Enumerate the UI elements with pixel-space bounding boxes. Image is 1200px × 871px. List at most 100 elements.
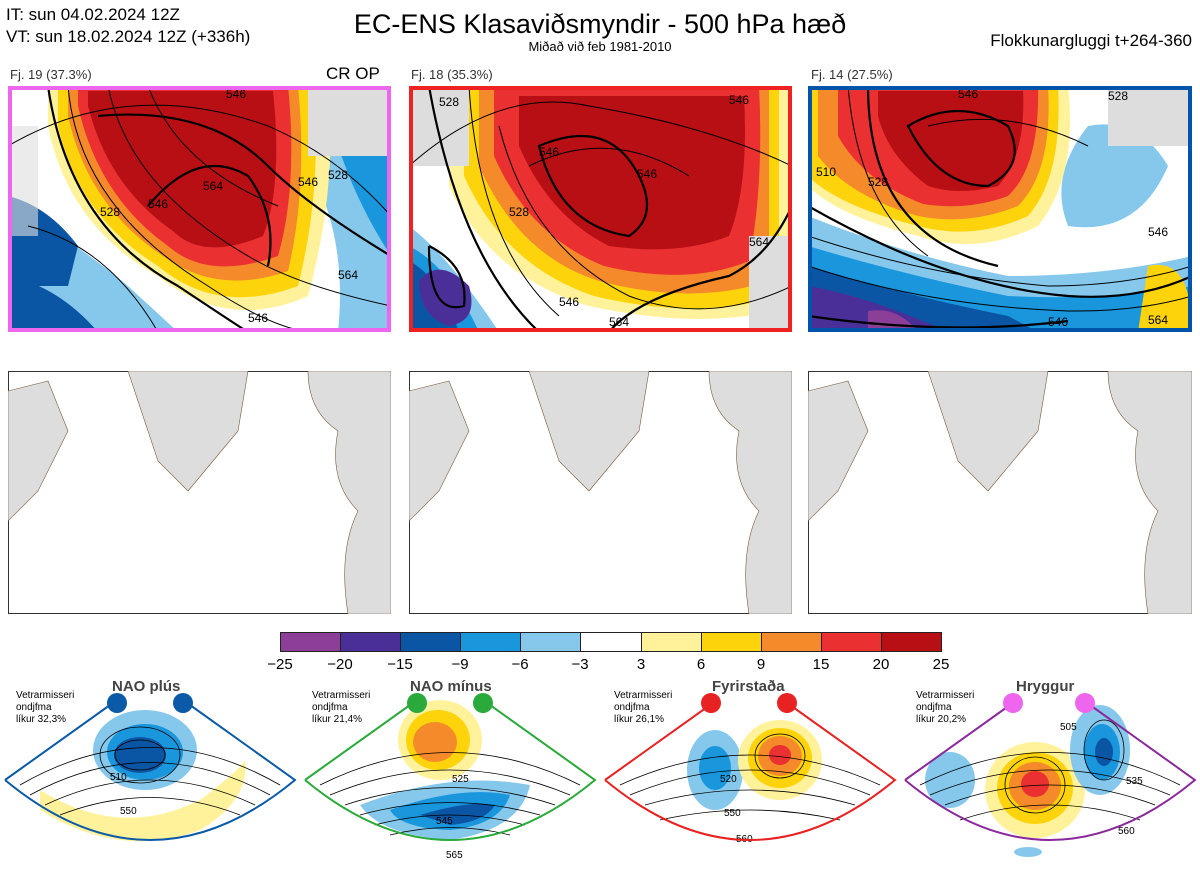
colorbar-tick: −9 xyxy=(451,656,469,673)
regime-note-line: líkur 21,4% xyxy=(312,714,363,725)
regime-note-line: ondjfma xyxy=(16,702,52,713)
colorbar-tick: 6 xyxy=(696,656,706,673)
regime-1-contour-label: 550 xyxy=(120,806,137,817)
cluster-3-contour-label: 528 xyxy=(868,175,888,189)
base-map-2 xyxy=(409,371,792,614)
cluster-1-contour-label: 528 xyxy=(100,205,120,219)
colorbar-swatch xyxy=(521,633,582,651)
colorbar-tick: −20 xyxy=(327,656,353,673)
regime-2-map: 525 545 565 xyxy=(304,693,597,861)
colorbar-swatch xyxy=(881,633,942,651)
colorbar-swatch xyxy=(641,633,702,651)
regime-4-contour-label: 505 xyxy=(1060,722,1077,733)
cluster-1-contour-label: 564 xyxy=(338,268,358,282)
clustering-window: Flokkunargluggi t+264-360 xyxy=(990,31,1192,50)
regime-note-line: Vetrarmisseri xyxy=(312,690,371,701)
cluster-1-map: 528 546 546 564 546 528 546 564 xyxy=(8,86,391,332)
cluster-2-contour-label: 528 xyxy=(509,205,529,219)
colorbar-tick: −3 xyxy=(571,656,589,673)
cluster-3-contour-label: 510 xyxy=(816,165,836,179)
regime-note-line: Vetrarmisseri xyxy=(916,690,975,701)
valid-time: VT: sun 18.02.2024 12Z (+336h) xyxy=(6,27,251,46)
initial-time: IT: sun 04.02.2024 12Z xyxy=(6,5,180,24)
cluster-1-contour-label: 528 xyxy=(328,168,348,182)
regime-3-note: Vetrarmisseri ondjfma líkur 26,1% xyxy=(614,690,672,726)
base-map-1 xyxy=(8,371,391,614)
cluster-1-contour-label: 546 xyxy=(248,311,268,325)
cluster-1-tag: CR OP xyxy=(326,64,380,83)
regime-1-note: Vetrarmisseri ondjfma líkur 32,3% xyxy=(16,690,74,726)
regime-1-title: NAO plús xyxy=(112,678,181,695)
cluster-3-contour-label: 546 xyxy=(1048,315,1068,329)
regime-4-dot xyxy=(1003,693,1023,713)
cluster-2-map: 528 546 546 528 546 564 546 564 xyxy=(409,86,792,332)
cluster-1-contour-label: 564 xyxy=(203,179,223,193)
colorbar-tick: 20 xyxy=(872,656,890,673)
regime-note-line: líkur 20,2% xyxy=(916,714,967,725)
cluster-3-map: 546 528 510 528 546 546 564 xyxy=(808,86,1192,332)
regime-3-dot xyxy=(701,693,721,713)
cluster-2-contour-label: 528 xyxy=(439,95,459,109)
colorbar-swatch xyxy=(581,633,642,651)
regime-4-dot xyxy=(1075,693,1095,713)
base-map-3 xyxy=(808,371,1192,614)
anomaly-colorbar xyxy=(280,632,942,652)
regime-3-title: Fyrirstaða xyxy=(712,678,785,695)
colorbar-swatch xyxy=(281,633,342,651)
regime-3-dot xyxy=(777,693,797,713)
colorbar-swatch xyxy=(401,633,462,651)
cluster-1-contour-label: 546 xyxy=(298,175,318,189)
cluster-3-contour-label: 546 xyxy=(958,87,978,101)
cluster-3-contour-label: 564 xyxy=(1148,313,1168,327)
colorbar-tick: 15 xyxy=(812,656,830,673)
regime-note-line: líkur 26,1% xyxy=(614,714,665,725)
cluster-2-contour-label: 546 xyxy=(729,93,749,107)
cluster-3-contour-label: 528 xyxy=(1108,89,1128,103)
regime-note-line: ondjfma xyxy=(916,702,952,713)
header-times: IT: sun 04.02.2024 12Z VT: sun 18.02.202… xyxy=(6,4,250,48)
page-subtitle: Miðað við feb 1981-2010 xyxy=(528,39,672,54)
colorbar-swatch xyxy=(701,633,762,651)
cluster-1-contour-label: 546 xyxy=(148,197,168,211)
regime-1-map: 510 550 xyxy=(4,693,297,842)
cluster-2-contour-label: 564 xyxy=(749,235,769,249)
regime-2-contour-label: 545 xyxy=(436,816,453,827)
regime-2-note: Vetrarmisseri ondjfma líkur 21,4% xyxy=(312,690,370,726)
regime-1-dot xyxy=(107,693,127,713)
regime-note-line: líkur 32,3% xyxy=(16,714,67,725)
regime-4-contour-label: 560 xyxy=(1118,826,1135,837)
colorbar-swatch xyxy=(761,633,822,651)
colorbar-tick: 25 xyxy=(932,656,950,673)
regime-4-contour-label: 535 xyxy=(1126,776,1143,787)
regime-4-note: Vetrarmisseri ondjfma líkur 20,2% xyxy=(916,690,974,726)
colorbar-swatch xyxy=(341,633,402,651)
regime-note-line: Vetrarmisseri xyxy=(614,690,673,701)
regime-1-contour-label: 510 xyxy=(110,772,127,783)
regime-note-line: ondjfma xyxy=(312,702,348,713)
regime-3-contour-label: 520 xyxy=(720,774,737,785)
cluster-1-contour-label: 546 xyxy=(226,87,246,101)
colorbar-tick: −6 xyxy=(511,656,529,673)
cluster-1-label: Fj. 19 (37.3%) xyxy=(10,67,92,82)
cluster-2-contour-label: 564 xyxy=(609,315,629,329)
regime-3-contour-label: 550 xyxy=(724,808,741,819)
regime-2-title: NAO mínus xyxy=(410,678,492,695)
colorbar-tick: −25 xyxy=(267,656,293,673)
cluster-2-contour-label: 546 xyxy=(637,167,657,181)
colorbar-ticks: −25 −20 −15 −9 −6 −3 3 6 9 15 20 25 xyxy=(250,656,972,676)
cluster-2-label: Fj. 18 (35.3%) xyxy=(411,67,493,82)
regime-2-dot xyxy=(407,693,427,713)
regime-2-contour-label: 525 xyxy=(452,774,469,785)
regime-2-contour-label: 565 xyxy=(446,850,463,861)
regime-3-map: 520 550 560 xyxy=(604,693,897,845)
cluster-2-contour-label: 546 xyxy=(539,145,559,159)
colorbar-tick: 9 xyxy=(756,656,766,673)
colorbar-tick: 3 xyxy=(636,656,646,673)
regime-1-dot xyxy=(173,693,193,713)
regime-note-line: ondjfma xyxy=(614,702,650,713)
regime-2-dot xyxy=(473,693,493,713)
colorbar-swatch xyxy=(461,633,522,651)
page-title: EC-ENS Klasaviðsmyndir - 500 hPa hæð xyxy=(353,9,847,39)
regime-4-title: Hryggur xyxy=(1016,678,1075,695)
cluster-2-contour-label: 546 xyxy=(559,295,579,309)
